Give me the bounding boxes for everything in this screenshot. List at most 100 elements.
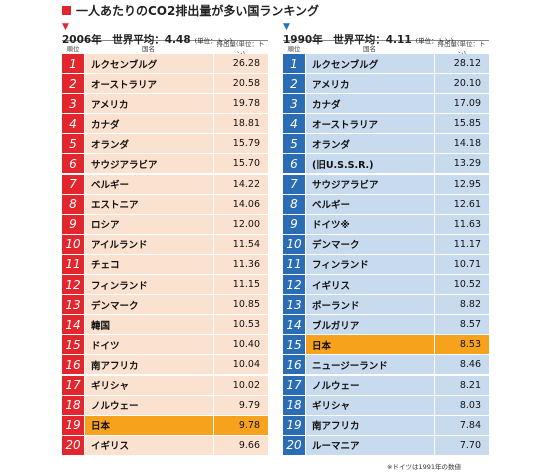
country-cell: ルクセンブルグ [306,54,434,73]
value-cell: 14.18 [435,134,489,154]
heading-text: 1990年 世界平均：4.11 [283,34,412,46]
rank-cell: 13 [283,295,305,315]
value-cell: 10.85 [214,295,268,315]
rank-cell: 6 [62,154,84,174]
heading-text: 2006年 世界平均：4.48 [62,34,191,46]
table-row: 4 カナダ 18.81 [62,114,268,134]
country-cell: ルクセンブルグ [85,54,213,73]
table-row: 11 チェコ 11.36 [62,254,268,274]
table-row: 3 カナダ 17.09 [283,94,489,114]
country-cell: デンマーク [306,234,434,254]
table-row: 14 ブルガリア 8.57 [283,315,489,335]
table-row: 14 韓国 10.53 [62,315,268,335]
country-cell: ドイツ※ [306,214,434,234]
value-cell: 14.06 [214,194,268,214]
value-cell: 10.53 [214,315,268,335]
column-headers: 順位 国名 排出量(単位：トン) [62,40,268,58]
rank-cell: 7 [62,174,84,194]
country-cell: カナダ [306,94,434,114]
rank-cell: 9 [283,214,305,234]
table-row: 19 南アフリカ 7.84 [283,415,489,435]
unit: (単位：トン) [194,37,233,45]
rank-cell: 17 [283,375,305,395]
value-cell: 15.79 [214,134,268,154]
table-row: 3 アメリカ 19.78 [62,94,268,114]
country-cell: カナダ [85,114,213,134]
rank-cell: 14 [62,315,84,335]
value-cell: 11.63 [435,214,489,234]
rank-cell: 18 [283,395,305,415]
country-cell: 南アフリカ [85,355,213,375]
table-row: 19 日本 9.78 [62,415,268,435]
country-cell: ギリシャ [85,375,213,395]
value-cell: 8.57 [435,315,489,335]
rank-cell: 10 [62,234,84,254]
rank-cell: 14 [283,315,305,335]
column-headers: 順位 国名 排出量(単位：トン) [283,40,489,58]
country-cell: チェコ [85,254,213,274]
title-block: 一人あたりのCO2排出量が多い国ランキング [62,2,319,19]
table-row: 10 アイルランド 11.54 [62,234,268,254]
value-cell: 11.15 [214,275,268,295]
value-cell: 12.00 [214,214,268,234]
country-cell: ドイツ [85,335,213,355]
table-row: 17 ノルウェー 8.21 [283,375,489,395]
value-cell: 8.53 [435,335,489,355]
table-row: 1 ルクセンブルグ 28.12 [283,54,489,73]
rank-cell: 13 [62,295,84,315]
country-cell: オーストラリア [306,114,434,134]
table-row: 7 サウジアラビア 12.95 [283,174,489,194]
country-cell: ノルウェー [306,375,434,395]
value-cell: 11.36 [214,254,268,274]
value-cell: 14.22 [214,174,268,194]
table-row: 5 オランダ 14.18 [283,134,489,154]
country-cell: エストニア [85,194,213,214]
table-row: 16 ニュージーランド 8.46 [283,355,489,375]
column-header: 排出量(単位：トン) [216,39,265,58]
value-cell: 8.82 [435,295,489,315]
value-cell: 8.46 [435,355,489,375]
rank-cell: 18 [62,395,84,415]
rank-cell: 12 [62,275,84,295]
country-cell: フィンランド [306,254,434,274]
heading-icon: ▼ [283,22,290,32]
country-cell: オーストラリア [85,74,213,94]
value-cell: 7.70 [435,435,489,455]
unit: (単位：トン) [415,37,454,45]
table-row: 2 アメリカ 20.10 [283,74,489,94]
rank-cell: 20 [62,435,84,455]
country-cell: 日本 [306,335,434,355]
country-cell: デンマーク [85,295,213,315]
country-cell: ギリシャ [306,395,434,415]
rank-cell: 12 [283,275,305,295]
country-cell: (旧U.S.S.R.) [306,154,434,174]
country-cell: ルーマニア [306,435,434,455]
country-cell: ニュージーランド [306,355,434,375]
value-cell: 7.84 [435,415,489,435]
value-cell: 9.78 [214,415,268,435]
value-cell: 15.85 [435,114,489,134]
table-row: 15 日本 8.53 [283,335,489,355]
value-cell: 17.09 [435,94,489,114]
rank-cell: 9 [62,214,84,234]
rank-cell: 17 [62,375,84,395]
rank-cell: 7 [283,174,305,194]
value-cell: 10.02 [214,375,268,395]
value-cell: 10.52 [435,275,489,295]
rank-cell: 1 [62,54,84,73]
column-header: 排出量(単位：トン) [437,39,486,58]
table-row: 11 フィンランド 10.71 [283,254,489,274]
value-cell: 10.71 [435,254,489,274]
table-row: 12 イギリス 10.52 [283,275,489,295]
footnote: ※ドイツは1991年の数値 [387,463,461,471]
country-cell: 南アフリカ [306,415,434,435]
value-cell: 13.29 [435,154,489,174]
table-row: 13 ポーランド 8.82 [283,295,489,315]
value-cell: 9.79 [214,395,268,415]
table-row: 7 ベルギー 14.22 [62,174,268,194]
value-cell: 12.61 [435,194,489,214]
panel-heading: ▼ 2006年 世界平均：4.48 (単位：トン) [62,22,268,46]
value-cell: 26.28 [214,54,268,73]
title: 一人あたりのCO2排出量が多い国ランキング [76,4,319,18]
